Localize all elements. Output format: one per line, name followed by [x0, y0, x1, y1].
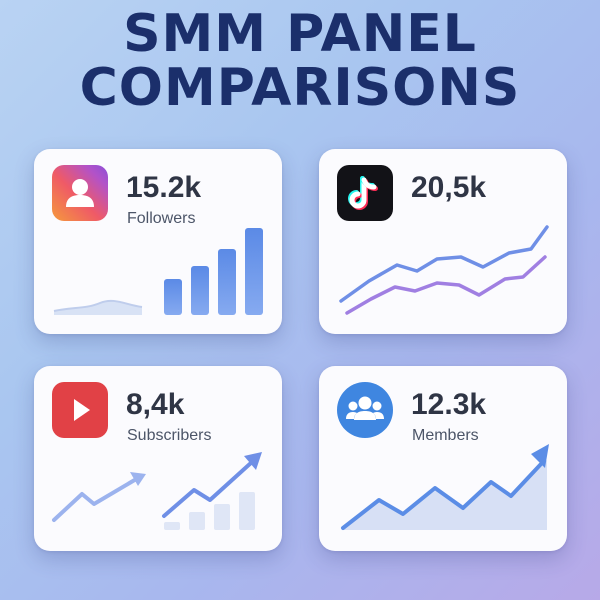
followers-label: Followers [127, 210, 196, 227]
youtube-play-icon [52, 382, 108, 438]
bar-1 [164, 279, 182, 315]
trend-line-purple [345, 255, 547, 315]
instagram-person-icon [52, 165, 108, 221]
trend-arrow-head [531, 444, 549, 468]
tiktok-count: 20,5k [411, 171, 487, 204]
bar-3 [214, 504, 230, 530]
bar-4 [245, 228, 263, 315]
trend-line [341, 462, 543, 530]
bar-4 [239, 492, 255, 530]
right-arrow-head [244, 452, 262, 470]
members-label: Members [412, 427, 479, 444]
tiktok-icon [337, 165, 393, 221]
members-area-chart [341, 444, 549, 530]
right-arrow-trend [162, 460, 254, 518]
subscribers-label: Subscribers [127, 427, 212, 444]
bar-2 [189, 512, 205, 530]
bar-3 [218, 249, 236, 315]
page-title-line-2: COMPARISONS [79, 58, 521, 118]
tiktok-line-chart [339, 225, 549, 315]
subscribers-chart [52, 452, 262, 530]
tiktok-card[interactable]: 20,5k [319, 149, 567, 334]
flat-area-trend [54, 300, 142, 315]
group-people-icon [337, 382, 393, 438]
page-title-line-1: SMM PANEL [123, 4, 477, 64]
followers-bar-chart [53, 228, 263, 315]
instagram-card[interactable]: 15.2k Followers [34, 149, 282, 334]
followers-count: 15.2k [126, 171, 202, 204]
bar-2 [191, 266, 209, 315]
flat-line-trend [53, 299, 143, 312]
left-arrow-trend [52, 476, 140, 522]
members-count: 12.3k [411, 388, 487, 421]
members-card[interactable]: 12.3k Members [319, 366, 567, 551]
bar-1 [164, 522, 180, 530]
subscribers-count: 8,4k [126, 388, 185, 421]
youtube-card[interactable]: 8,4k Subscribers [34, 366, 282, 551]
trend-line-blue [339, 225, 549, 303]
area-fill [343, 460, 547, 530]
left-arrow-head [130, 472, 146, 486]
